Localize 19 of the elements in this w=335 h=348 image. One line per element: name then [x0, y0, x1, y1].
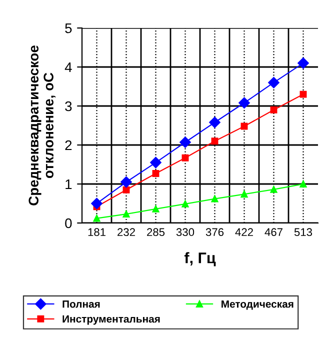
legend-label: Методическая	[222, 300, 294, 310]
x-axis-title: f, Гц	[184, 252, 216, 266]
y-tick-label: 4	[64, 62, 72, 72]
y-tick-label: 1	[66, 179, 72, 190]
x-tick-label: 181	[88, 228, 106, 236]
x-tick-label: 376	[206, 228, 224, 236]
legend-label: Инструментальная	[62, 315, 160, 325]
x-tick-label: 232	[118, 228, 135, 236]
y-tick-label: 5	[65, 23, 72, 34]
y-tick-label: 3	[65, 101, 72, 112]
x-tick-label: 330	[176, 228, 194, 236]
legend-label: Полная	[62, 300, 100, 308]
y-tick-label: 0	[65, 218, 72, 228]
x-tick-label: 513	[294, 228, 312, 236]
y-tick-label: 2	[65, 140, 72, 150]
x-tick-label: 467	[264, 228, 282, 236]
y-axis-title: Среднеквадратическое отклонение, оС	[28, 46, 56, 206]
x-tick-label: 285	[147, 228, 165, 236]
x-tick-label: 422	[235, 228, 253, 236]
